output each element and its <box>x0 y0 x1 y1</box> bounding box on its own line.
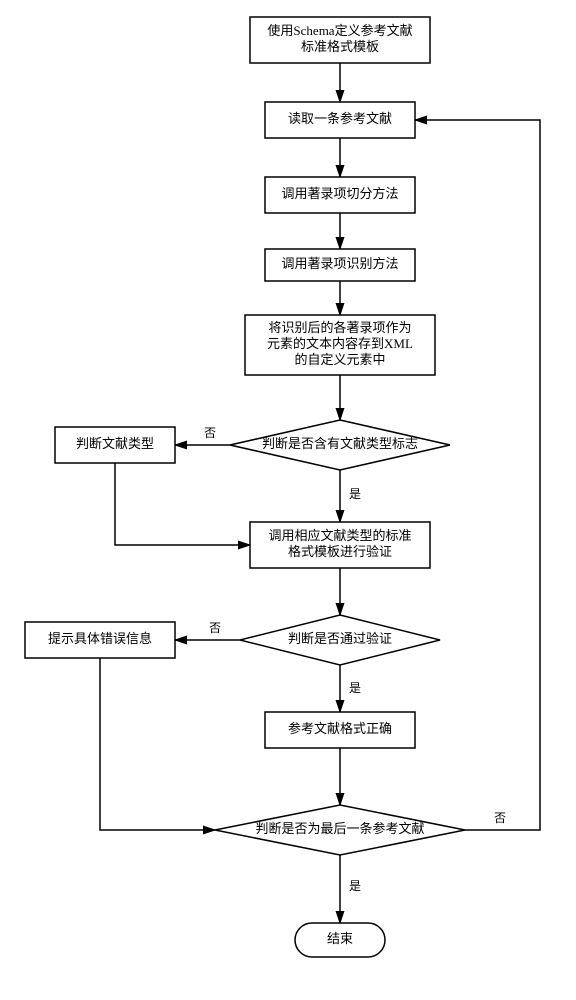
edge-label: 否 <box>494 811 506 825</box>
node-label: 参考文献格式正确 <box>288 721 392 736</box>
flow-node: 判断是否为最后一条参考文献 <box>215 805 465 855</box>
node-label: 判断是否含有文献类型标志 <box>262 436 418 451</box>
node-label: 调用著录项识别方法 <box>281 256 398 271</box>
node-label: 结束 <box>327 931 353 946</box>
flow-node: 判断文献类型 <box>55 427 175 463</box>
node-label: 使用Schema定义参考文献 <box>267 23 412 38</box>
edge-label: 是 <box>349 487 361 501</box>
flow-node: 参考文献格式正确 <box>265 712 415 748</box>
flow-node: 使用Schema定义参考文献标准格式模板 <box>250 17 430 63</box>
edge-label: 否 <box>204 426 216 440</box>
edge-label: 否 <box>209 621 221 635</box>
flow-node: 判断是否含有文献类型标志 <box>230 420 450 470</box>
edge-label: 是 <box>349 681 361 695</box>
node-label: 判断是否为最后一条参考文献 <box>255 821 424 836</box>
edge-label: 是 <box>349 879 361 893</box>
node-label: 调用著录项切分方法 <box>281 186 398 201</box>
node-label: 标准格式模板 <box>301 39 379 54</box>
flow-node: 调用著录项切分方法 <box>265 177 415 213</box>
flow-edge <box>115 463 250 545</box>
node-label: 判断是否通过验证 <box>288 631 392 646</box>
flow-node: 读取一条参考文献 <box>265 102 415 138</box>
flow-edge <box>100 658 215 830</box>
flow-node: 调用相应文献类型的标准格式模板进行验证 <box>250 522 430 568</box>
node-label: 提示具体错误信息 <box>48 631 152 646</box>
node-label: 读取一条参考文献 <box>288 111 392 126</box>
node-label: 的自定义元素中 <box>294 352 385 367</box>
flow-edge <box>415 120 540 830</box>
node-label: 将识别后的各著录项作为 <box>268 320 411 335</box>
flow-node: 将识别后的各著录项作为元素的文本内容存到XML的自定义元素中 <box>245 315 435 375</box>
flow-node: 结束 <box>295 923 385 957</box>
node-label: 元素的文本内容存到XML <box>267 336 413 351</box>
node-label: 判断文献类型 <box>76 436 154 451</box>
node-label: 格式模板进行验证 <box>288 544 392 559</box>
flow-node: 判断是否通过验证 <box>240 615 440 665</box>
flow-node: 提示具体错误信息 <box>25 622 175 658</box>
flow-node: 调用著录项识别方法 <box>265 249 415 281</box>
node-label: 调用相应文献类型的标准 <box>268 528 411 543</box>
